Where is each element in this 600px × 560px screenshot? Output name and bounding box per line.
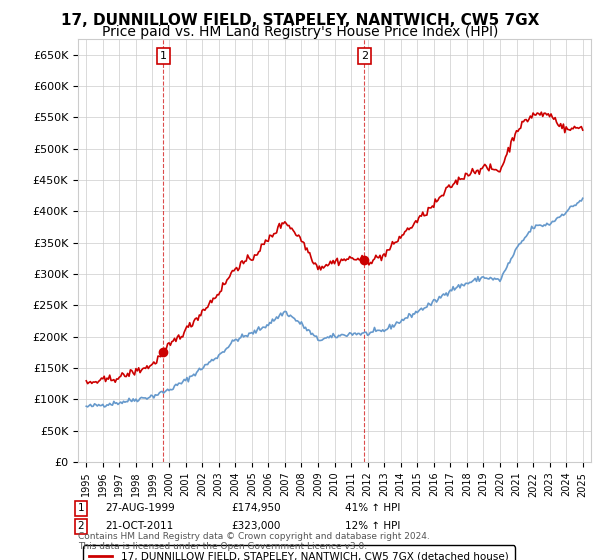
- Text: 2: 2: [77, 521, 85, 531]
- Text: Price paid vs. HM Land Registry's House Price Index (HPI): Price paid vs. HM Land Registry's House …: [102, 25, 498, 39]
- Text: Contains HM Land Registry data © Crown copyright and database right 2024.
This d: Contains HM Land Registry data © Crown c…: [78, 531, 430, 551]
- Text: 27-AUG-1999: 27-AUG-1999: [105, 503, 175, 514]
- Text: 17, DUNNILLOW FIELD, STAPELEY, NANTWICH, CW5 7GX: 17, DUNNILLOW FIELD, STAPELEY, NANTWICH,…: [61, 13, 539, 28]
- Text: 1: 1: [160, 51, 167, 61]
- Text: 41% ↑ HPI: 41% ↑ HPI: [345, 503, 400, 514]
- Legend: 17, DUNNILLOW FIELD, STAPELEY, NANTWICH, CW5 7GX (detached house), HPI: Average : 17, DUNNILLOW FIELD, STAPELEY, NANTWICH,…: [83, 545, 515, 560]
- Text: 21-OCT-2011: 21-OCT-2011: [105, 521, 173, 531]
- Text: 1: 1: [77, 503, 85, 514]
- Text: £323,000: £323,000: [231, 521, 280, 531]
- Text: 12% ↑ HPI: 12% ↑ HPI: [345, 521, 400, 531]
- Text: £174,950: £174,950: [231, 503, 281, 514]
- Text: 2: 2: [361, 51, 368, 61]
